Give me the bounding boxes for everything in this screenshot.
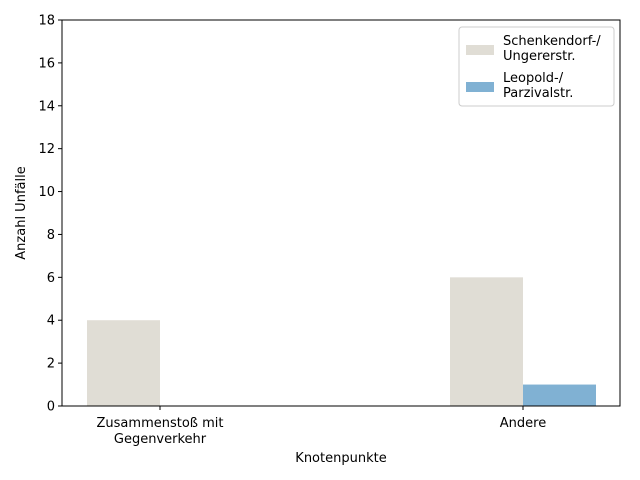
y-tick-label: 16 [38, 56, 55, 71]
legend-entry-1: Leopold-/Parzivalstr. [503, 71, 573, 101]
legend-entry-0: Schenkendorf-/Ungererstr. [503, 34, 601, 64]
y-tick-label: 8 [47, 228, 55, 243]
legend: Schenkendorf-/Ungererstr. Leopold-/Parziv… [458, 26, 615, 107]
bars-group [87, 277, 596, 406]
y-tick-label: 6 [47, 271, 55, 286]
y-tick-label: 2 [47, 357, 55, 372]
bar-series-0-category-1 [450, 277, 523, 406]
y-axis-label: Anzahl Unfälle [14, 166, 29, 259]
x-axis: Zusammenstoß mit Gegenverkehr Andere [97, 406, 546, 447]
x-tick-label: Zusammenstoß mit Gegenverkehr [97, 416, 224, 447]
bar-series-1-category-1 [523, 384, 596, 406]
plot-frame [61, 19, 621, 407]
y-tick-label: 14 [38, 99, 55, 114]
y-tick-label: 0 [47, 400, 55, 415]
legend-swatch-1 [466, 82, 494, 92]
bar-series-0-category-0 [87, 320, 160, 406]
y-tick-label: 10 [38, 185, 55, 200]
y-tick-label: 18 [38, 14, 55, 29]
y-tick-label: 12 [38, 142, 55, 157]
x-axis-label: Knotenpunkte [295, 451, 386, 466]
legend-swatch-0 [466, 45, 494, 55]
y-tick-label: 4 [47, 314, 55, 329]
y-axis: 0 2 4 6 8 10 12 14 16 18 [38, 14, 62, 415]
x-tick-label: Andere [500, 416, 546, 431]
legend-frame [458, 26, 615, 107]
